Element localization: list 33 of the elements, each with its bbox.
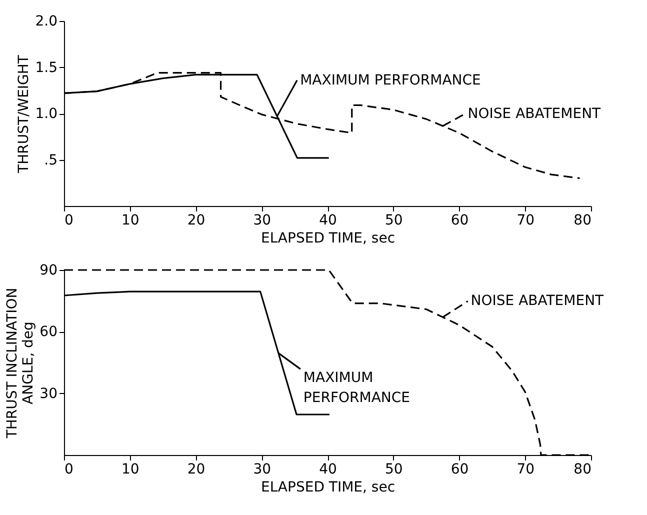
y-tick-label: 90 (40, 262, 58, 278)
x-tick-label: 70 (516, 462, 535, 478)
y-tick-label: 60 (40, 324, 58, 340)
y-axis-title: THRUST INCLINATION ANGLE, deg (4, 288, 37, 440)
x-tick-label: 0 (64, 462, 74, 478)
series-label: MAXIMUM PERFORMANCE (303, 370, 410, 406)
x-tick-label: 80 (574, 212, 592, 228)
x-axis-title: ELAPSED TIME, sec (260, 480, 396, 496)
x-tick-label: 40 (319, 462, 337, 478)
y-tick-label: 2.0 (35, 14, 58, 30)
x-tick-label: 50 (384, 462, 403, 478)
x-tick-label: 40 (319, 212, 337, 228)
legend-label: NOISE ABATEMENT (470, 293, 604, 310)
x-tick-label: 30 (253, 212, 272, 228)
y-tick-label: .5 (44, 152, 58, 168)
x-tick-label: 80 (574, 462, 592, 478)
x-tick-label: 10 (121, 212, 140, 228)
x-tick-label: 20 (187, 212, 206, 228)
text: MAXIMUM PERFORMANCE (300, 72, 481, 88)
x-tick-label: 50 (384, 212, 403, 228)
x-tick-label: 30 (253, 462, 272, 478)
x-tick-label: 70 (516, 212, 535, 228)
y-axis-title: THRUST/WEIGHT (16, 54, 32, 174)
y-tick-label: 1.0 (35, 106, 58, 122)
x-tick-label: 60 (450, 212, 469, 228)
x-tick-label: 20 (187, 462, 206, 478)
y-tick-label: 1.5 (35, 60, 58, 76)
y-tick-label: 30 (40, 386, 58, 402)
x-tick-label: 10 (121, 462, 140, 478)
legend-label: NOISE ABATEMENT (468, 106, 602, 122)
x-tick-label: 60 (450, 462, 469, 478)
x-tick-label: 0 (64, 212, 74, 228)
x-axis-title: ELAPSED TIME, sec (260, 230, 396, 246)
